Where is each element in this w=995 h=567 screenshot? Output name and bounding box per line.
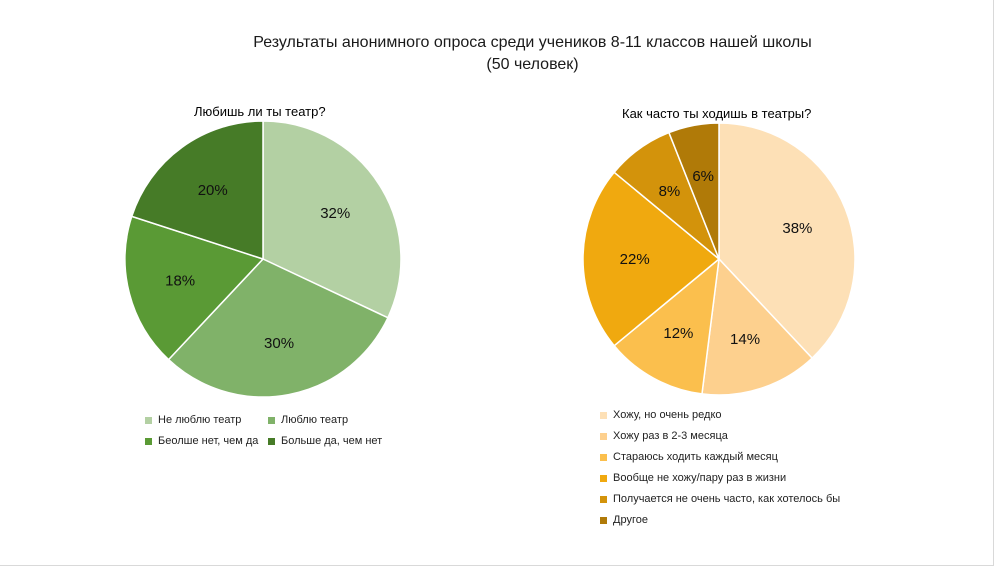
main-title-line1: Результаты анонимного опроса среди учени…	[253, 34, 812, 51]
chart-2-legend-item-3-swatch	[600, 453, 607, 461]
chart-1-data-label-4: 20%	[198, 182, 228, 199]
chart-1-legend-item-2-swatch	[268, 416, 275, 424]
chart-2-legend-item-4: Вообще не хожу/пару раз в жизни	[600, 472, 786, 484]
main-title-line2: (50 человек)	[486, 56, 579, 73]
chart-2-legend-item-2-swatch	[600, 432, 607, 440]
chart-1-legend-item-1-label: Не люблю театр	[158, 414, 242, 426]
chart-2-legend-item-3: Стараюсь ходить каждый месяц	[600, 451, 778, 463]
chart-1-legend-item-3: Беолше нет, чем да	[145, 435, 258, 447]
chart-2-slice-2	[701, 257, 814, 396]
chart-1-legend-item-3-label: Беолше нет, чем да	[158, 435, 259, 447]
chart-1-legend-item-4-swatch	[268, 437, 275, 445]
chart-1-legend-item-2: Люблю театр	[268, 414, 348, 426]
chart-2-legend-item-6: Другое	[600, 514, 648, 526]
chart-2-data-label-4: 22%	[620, 251, 650, 268]
chart-1-data-label-3: 18%	[165, 272, 195, 289]
chart-2-legend-item-4-swatch	[600, 474, 607, 482]
chart-1-data-label-2: 30%	[264, 335, 294, 352]
chart-1-title: Любишь ли ты театр?	[194, 104, 326, 119]
chart-2-legend-item-6-label: Другое	[613, 514, 648, 526]
chart-2-legend-item-5: Получается не очень часто, как хотелось …	[600, 493, 840, 505]
chart-1-legend-item-1-swatch	[145, 416, 152, 424]
main-title: Результаты анонимного опроса среди учени…	[160, 32, 905, 76]
chart-1-slice-4	[130, 120, 264, 261]
chart-2-legend-item-6-swatch	[600, 516, 607, 524]
chart-2-legend-item-1-swatch	[600, 411, 607, 419]
chart-2-slice-3	[613, 257, 720, 395]
chart-1-legend-item-2-label: Люблю театр	[281, 414, 349, 426]
chart-2-legend-item-2: Хожу раз в 2-3 месяца	[600, 430, 728, 442]
chart-2-data-label-5: 8%	[659, 183, 681, 200]
chart-1-data-label-1: 32%	[320, 205, 350, 222]
chart-2-slice-4	[582, 171, 721, 347]
chart-2-legend-item-3-label: Стараюсь ходить каждый месяц	[613, 451, 778, 463]
chart-1-legend-item-1: Не люблю театр	[145, 414, 241, 426]
chart-2-title: Как часто ты ходишь в театры?	[622, 106, 812, 121]
chart-1-legend-item-3-swatch	[145, 437, 152, 445]
chart-1-slice-3	[124, 215, 265, 361]
chart-2-data-label-1: 38%	[782, 220, 812, 237]
chart-2-legend-item-5-label: Получается не очень часто, как хотелось …	[613, 493, 841, 505]
chart-1-slice-2	[167, 258, 389, 398]
chart-2-data-label-2: 14%	[730, 331, 760, 348]
chart-2-data-label-3: 12%	[663, 325, 693, 342]
chart-1-slice-1	[262, 120, 402, 319]
chart-2-legend-item-5-swatch	[600, 495, 607, 503]
chart-2-legend-item-4-label: Вообще не хожу/пару раз в жизни	[613, 472, 787, 484]
chart-2-legend-item-1: Хожу, но очень редко	[600, 409, 722, 421]
chart-2-legend-item-2-label: Хожу раз в 2-3 месяца	[613, 430, 728, 442]
chart-2-legend-item-1-label: Хожу, но очень редко	[613, 409, 722, 421]
chart-2-slice-6	[667, 122, 720, 260]
chart-1-legend-item-4-label: Больше да, чем нет	[281, 435, 383, 447]
chart-2-data-label-6: 6%	[692, 168, 714, 185]
chart-1-legend-item-4: Больше да, чем нет	[268, 435, 382, 447]
chart-2-slice-1	[718, 122, 856, 360]
